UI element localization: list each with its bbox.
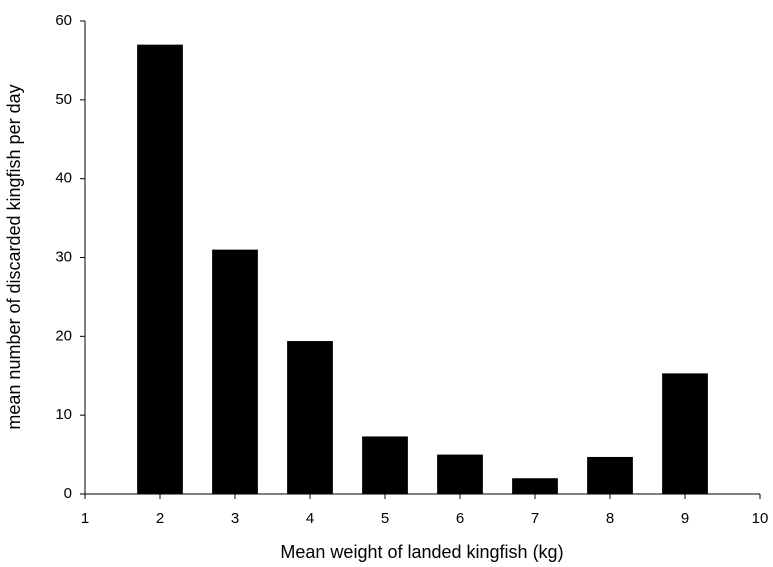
x-axis-title: Mean weight of landed kingfish (kg): [280, 542, 563, 562]
y-tick-label: 50: [55, 91, 72, 108]
bar: [287, 341, 333, 494]
y-tick-label: 60: [55, 12, 72, 29]
y-tick-label: 10: [55, 406, 72, 423]
y-tick-label: 40: [55, 170, 72, 187]
x-tick-label: 8: [606, 510, 614, 527]
bar: [137, 44, 183, 495]
x-tick-label: 3: [231, 510, 239, 527]
y-axis-title: mean number of discarded kingfish per da…: [4, 84, 24, 429]
y-tick-label: 0: [64, 485, 72, 502]
y-tick-label: 30: [55, 248, 72, 265]
bar: [212, 249, 258, 494]
x-tick-label: 5: [381, 510, 389, 527]
x-tick-label: 4: [306, 510, 314, 527]
x-tick-label: 1: [81, 510, 89, 527]
bar: [587, 456, 633, 494]
bar: [662, 373, 708, 494]
x-tick-label: 7: [531, 510, 539, 527]
x-tick-label: 9: [681, 510, 689, 527]
x-tick-label: 2: [156, 510, 164, 527]
bar: [512, 478, 558, 494]
x-tick-label: 10: [752, 510, 769, 527]
bar: [437, 454, 483, 494]
bar: [362, 436, 408, 494]
y-tick-label: 20: [55, 327, 72, 344]
x-tick-label: 6: [456, 510, 464, 527]
